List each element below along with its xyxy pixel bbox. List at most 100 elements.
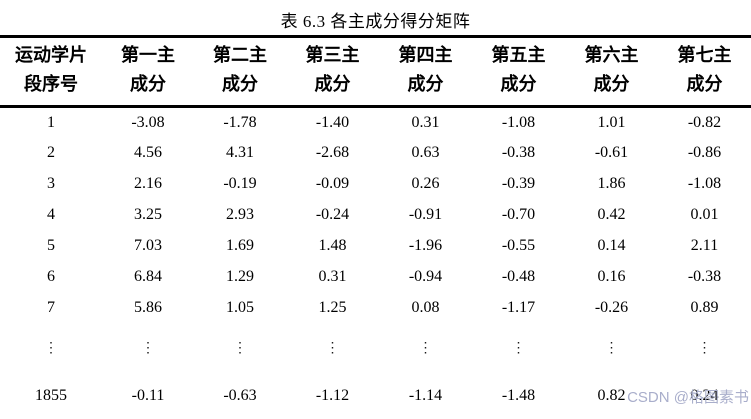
table-cell: -2.68 — [315, 144, 350, 161]
table-header-cell: 第六主 成分 — [565, 36, 658, 108]
table-cell: -1.96 — [408, 237, 443, 254]
table-row: 3 2.16 -0.19 -0.09 0.26 -0.39 1.86 -1.08 — [0, 169, 751, 200]
table-row: 2 4.56 4.31 -2.68 0.63 -0.38 -0.61 -0.86 — [0, 138, 751, 169]
table-cell: -0.38 — [687, 268, 722, 285]
header-line-2: 成分 — [130, 74, 166, 94]
table-cell: -1.40 — [315, 113, 350, 131]
ellipsis-cell: ⋮ — [141, 341, 155, 356]
table-row: 1 -3.08 -1.78 -1.40 0.31 -1.08 1.01 -0.82 — [0, 107, 751, 138]
header-line-2: 成分 — [500, 74, 537, 94]
table-header-cell: 第一主 成分 — [102, 36, 194, 108]
table-cell: 5.86 — [134, 299, 162, 316]
table-cell: 2.16 — [134, 175, 162, 192]
table-header-cell: 第五主 成分 — [472, 36, 565, 108]
watermark: CSDN @格图素书 — [627, 389, 749, 406]
table-cell: 1.86 — [597, 175, 626, 192]
table-cell: -1.48 — [501, 386, 536, 404]
table-header: 运动学片 段序号 第一主 成分 第二主 成分 第三主 成分 第四主 成分 第五主 成分 第六主 成分 第七主… — [0, 36, 751, 108]
table-cell: 0.89 — [690, 299, 719, 316]
table-cell: 0.82 — [597, 386, 626, 404]
row-index-cell: 7 — [47, 299, 55, 316]
table-cell: 0.14 — [597, 237, 626, 254]
table-cell: -0.19 — [223, 175, 257, 192]
table-cell: 1.05 — [226, 299, 254, 316]
table-cell: 0.31 — [318, 268, 347, 285]
table-cell: 1.48 — [318, 237, 347, 254]
row-index-cell: 2 — [47, 144, 55, 161]
table-cell: -1.08 — [501, 113, 536, 131]
table-cell: -0.70 — [501, 206, 536, 223]
table-header-cell: 第二主 成分 — [194, 36, 286, 108]
table-cell: -3.08 — [131, 113, 165, 131]
ellipsis-cell: ⋮ — [697, 341, 712, 356]
table-cell: 0.63 — [411, 144, 440, 161]
table-cell: 0.24 — [690, 386, 719, 404]
header-line-1: 运动学片 — [15, 45, 87, 65]
table-cell: -0.11 — [131, 386, 165, 404]
ellipsis-row: ⋮ ⋮ ⋮ ⋮ ⋮ ⋮ ⋮ ⋮ — [0, 324, 751, 374]
table-cell: -0.86 — [687, 144, 722, 161]
table-cell: -0.38 — [501, 144, 536, 161]
table-cell: -1.78 — [223, 113, 257, 131]
ellipsis-cell: ⋮ — [604, 341, 619, 356]
ellipsis-cell: ⋮ — [325, 341, 340, 356]
table-cell: 3.25 — [134, 206, 162, 223]
table-cell: 1.29 — [226, 268, 254, 285]
table-cell: 0.08 — [411, 299, 440, 316]
table-cell: 1.25 — [318, 299, 347, 316]
table-cell: -0.39 — [501, 175, 536, 192]
header-line-1: 第五主 — [491, 45, 546, 65]
table-cell: 2.11 — [690, 237, 719, 254]
table-cell: -0.82 — [687, 113, 722, 131]
header-line-1: 第七主 — [677, 45, 732, 65]
ellipsis-cell: ⋮ — [233, 341, 247, 356]
table-cell: -1.08 — [687, 175, 722, 192]
score-table: 运动学片 段序号 第一主 成分 第二主 成分 第三主 成分 第四主 成分 第五主 成分 第六主 成分 第七主… — [0, 35, 751, 418]
table-row: 7 5.86 1.05 1.25 0.08 -1.17 -0.26 0.89 — [0, 293, 751, 324]
table-header-cell: 第七主 成分 — [658, 36, 751, 108]
table-cell: -0.24 — [315, 206, 350, 223]
header-line-2: 段序号 — [24, 74, 78, 94]
table-cell: -0.55 — [501, 237, 536, 254]
table-cell: 0.31 — [411, 113, 440, 131]
table-cell: -0.48 — [501, 268, 536, 285]
table-cell: -0.94 — [408, 268, 443, 285]
table-cell: -0.91 — [408, 206, 443, 223]
header-line-2: 成分 — [314, 74, 351, 94]
table-body: 1 -3.08 -1.78 -1.40 0.31 -1.08 1.01 -0.82 2 4.56 4… — [0, 107, 751, 418]
table-cell: 7.03 — [134, 237, 162, 254]
header-line-2: 成分 — [686, 74, 723, 94]
table-cell: 4.31 — [226, 144, 254, 161]
header-line-1: 第六主 — [584, 45, 639, 65]
table-cell: 1.01 — [597, 113, 626, 131]
row-index-cell: 3 — [47, 175, 55, 192]
header-line-1: 第四主 — [398, 45, 453, 65]
row-index-cell: 4 — [47, 206, 55, 223]
header-line-2: 成分 — [222, 74, 258, 94]
table-header-cell: 第四主 成分 — [379, 36, 472, 108]
table-row: 1855 -0.11 -0.63 -1.12 -1.14 -1.48 0.82 0.24 — [0, 374, 751, 418]
table-cell: -0.61 — [594, 144, 629, 161]
row-index-cell: 1855 — [35, 386, 67, 404]
table-cell: 0.16 — [597, 268, 626, 285]
header-line-2: 成分 — [593, 74, 630, 94]
table-header-cell: 第三主 成分 — [286, 36, 379, 108]
header-line-2: 成分 — [407, 74, 444, 94]
table-cell: 2.93 — [226, 206, 254, 223]
header-line-1: 第二主 — [213, 45, 267, 65]
table-cell: -1.17 — [501, 299, 536, 316]
table-cell: 0.26 — [411, 175, 440, 192]
header-line-1: 第一主 — [121, 45, 175, 65]
row-index-cell: 1 — [47, 113, 55, 131]
header-row: 运动学片 段序号 第一主 成分 第二主 成分 第三主 成分 第四主 成分 第五主 成分 第六主 成分 第七主… — [0, 36, 751, 108]
ellipsis-cell: ⋮ — [511, 341, 526, 356]
table-row: 6 6.84 1.29 0.31 -0.94 -0.48 0.16 -0.38 — [0, 262, 751, 293]
ellipsis-cell: ⋮ — [418, 341, 433, 356]
table-cell: -0.63 — [223, 386, 257, 404]
table-cell: 1.69 — [226, 237, 254, 254]
table-header-cell: 运动学片 段序号 — [0, 36, 102, 108]
table-cell: 6.84 — [134, 268, 162, 285]
table-caption: 表 6.3 各主成分得分矩阵 — [280, 12, 471, 31]
table-cell: 0.01 — [690, 206, 719, 223]
